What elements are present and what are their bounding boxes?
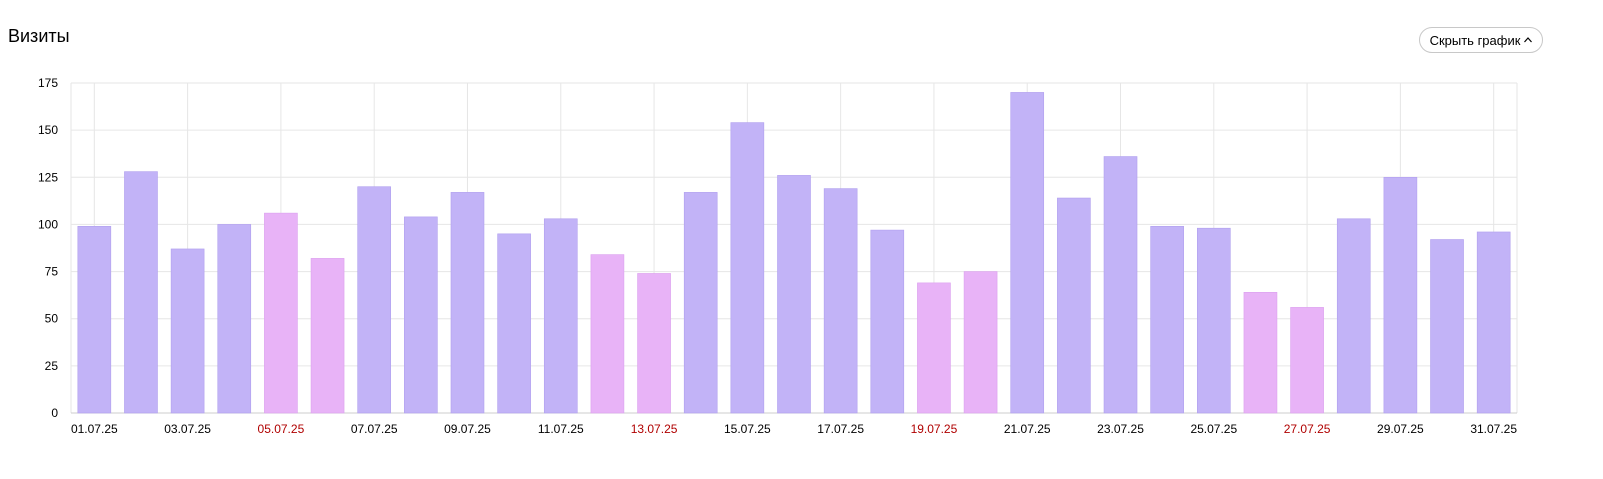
bar-12.07.25[interactable] <box>590 254 625 414</box>
bar-23.07.25[interactable] <box>1103 156 1138 414</box>
x-tick-label: 15.07.25 <box>724 422 771 436</box>
bar-05.07.25[interactable] <box>264 212 298 414</box>
bar-26.07.25[interactable] <box>1243 292 1278 414</box>
x-tick-label: 21.07.25 <box>1004 422 1051 436</box>
bar-27.07.25[interactable] <box>1290 307 1324 414</box>
bar-08.07.25[interactable] <box>404 216 438 414</box>
bar-31.07.25[interactable] <box>1476 231 1511 414</box>
bar-15.07.25[interactable] <box>730 122 765 414</box>
x-tick-label: 11.07.25 <box>538 422 584 436</box>
x-tick-label: 19.07.25 <box>911 422 958 436</box>
bar-25.07.25[interactable] <box>1197 227 1231 414</box>
bar-17.07.25[interactable] <box>823 188 858 414</box>
x-tick-label: 07.07.25 <box>351 422 398 436</box>
x-tick-label: 01.07.25 <box>71 422 118 436</box>
bar-24.07.25[interactable] <box>1150 226 1184 414</box>
bar-18.07.25[interactable] <box>870 229 905 414</box>
x-tick-label: 09.07.25 <box>444 422 491 436</box>
x-tick-label: 29.07.25 <box>1377 422 1424 436</box>
bar-09.07.25[interactable] <box>450 192 485 414</box>
y-tick-label: 0 <box>51 406 58 420</box>
bar-03.07.25[interactable] <box>170 248 205 414</box>
y-axis-ticks: 0 25 50 75 100 125 150 175 <box>38 76 58 420</box>
bar-01.07.25[interactable] <box>77 226 112 414</box>
y-tick-label: 175 <box>38 76 58 90</box>
bar-02.07.25[interactable] <box>124 171 158 414</box>
y-tick-label: 100 <box>38 217 58 231</box>
bar-11.07.25[interactable] <box>543 218 578 414</box>
x-tick-label: 03.07.25 <box>164 422 211 436</box>
bar-04.07.25[interactable] <box>217 224 252 414</box>
bar-30.07.25[interactable] <box>1430 239 1464 414</box>
y-tick-label: 125 <box>38 170 58 184</box>
x-tick-label: 05.07.25 <box>258 422 305 436</box>
x-tick-label: 23.07.25 <box>1097 422 1144 436</box>
chevron-up-icon <box>1524 37 1533 43</box>
bars <box>77 92 1511 414</box>
bar-29.07.25[interactable] <box>1383 176 1418 414</box>
x-tick-label: 27.07.25 <box>1284 422 1331 436</box>
bar-19.07.25[interactable] <box>917 282 951 414</box>
x-tick-label: 25.07.25 <box>1190 422 1237 436</box>
hide-chart-button-label: Скрыть график <box>1429 32 1521 48</box>
bar-22.07.25[interactable] <box>1057 197 1091 414</box>
bar-13.07.25[interactable] <box>637 273 671 414</box>
bar-06.07.25[interactable] <box>310 258 345 414</box>
y-tick-label: 25 <box>45 359 59 373</box>
bar-28.07.25[interactable] <box>1336 218 1371 414</box>
bar-16.07.25[interactable] <box>777 175 811 414</box>
y-tick-label: 75 <box>45 265 59 279</box>
x-axis-ticks: 01.07.25 03.07.25 05.07.25 07.07.25 09.07.25… <box>71 422 1517 436</box>
bar-07.07.25[interactable] <box>357 186 391 414</box>
bar-20.07.25[interactable] <box>963 271 998 414</box>
y-tick-label: 150 <box>38 123 58 137</box>
bar-21.07.25[interactable] <box>1010 92 1045 414</box>
hide-chart-button[interactable]: Скрыть график <box>1419 27 1543 53</box>
x-tick-label: 17.07.25 <box>817 422 864 436</box>
x-tick-label: 13.07.25 <box>631 422 678 436</box>
bar-14.07.25[interactable] <box>683 192 718 414</box>
chart-title: Визиты <box>8 26 70 46</box>
y-tick-label: 50 <box>45 312 59 326</box>
bar-10.07.25[interactable] <box>497 233 531 414</box>
x-tick-label: 31.07.25 <box>1470 422 1517 436</box>
